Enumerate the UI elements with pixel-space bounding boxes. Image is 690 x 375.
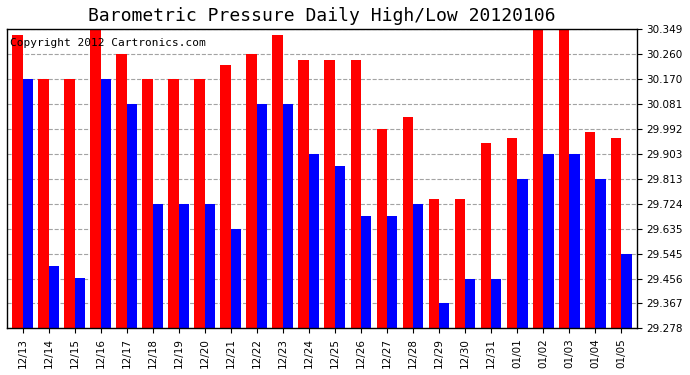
Bar xyxy=(168,79,179,328)
Bar xyxy=(361,216,371,328)
Bar xyxy=(246,54,257,328)
Bar xyxy=(517,179,528,328)
Bar xyxy=(38,79,48,328)
Bar xyxy=(116,54,127,328)
Bar xyxy=(64,79,75,328)
Bar xyxy=(220,65,230,328)
Bar xyxy=(127,104,137,328)
Bar xyxy=(621,254,631,328)
Bar xyxy=(611,138,621,328)
Bar xyxy=(283,104,293,328)
Bar xyxy=(23,79,33,328)
Bar xyxy=(506,138,517,328)
Bar xyxy=(195,79,205,328)
Bar xyxy=(402,117,413,328)
Title: Barometric Pressure Daily High/Low 20120106: Barometric Pressure Daily High/Low 20120… xyxy=(88,7,555,25)
Bar xyxy=(142,79,152,328)
Bar xyxy=(335,166,345,328)
Bar xyxy=(585,132,595,328)
Bar xyxy=(533,29,543,328)
Bar xyxy=(377,129,387,328)
Bar xyxy=(230,229,241,328)
Bar xyxy=(257,104,267,328)
Bar xyxy=(152,204,163,328)
Bar xyxy=(179,204,189,328)
Bar xyxy=(481,144,491,328)
Bar xyxy=(48,266,59,328)
Bar xyxy=(595,179,606,328)
Bar xyxy=(387,216,397,328)
Bar xyxy=(543,154,553,328)
Bar xyxy=(559,29,569,328)
Bar xyxy=(205,204,215,328)
Bar xyxy=(12,34,23,328)
Bar xyxy=(299,60,309,328)
Bar xyxy=(324,60,335,328)
Bar xyxy=(273,34,283,328)
Bar xyxy=(351,60,361,328)
Bar xyxy=(465,279,475,328)
Text: Copyright 2012 Cartronics.com: Copyright 2012 Cartronics.com xyxy=(10,38,206,48)
Bar xyxy=(569,154,580,328)
Bar xyxy=(75,278,85,328)
Bar xyxy=(413,204,424,328)
Bar xyxy=(455,200,465,328)
Bar xyxy=(90,29,101,328)
Bar xyxy=(101,79,111,328)
Bar xyxy=(439,303,449,328)
Bar xyxy=(309,154,319,328)
Bar xyxy=(428,200,439,328)
Bar xyxy=(491,279,502,328)
